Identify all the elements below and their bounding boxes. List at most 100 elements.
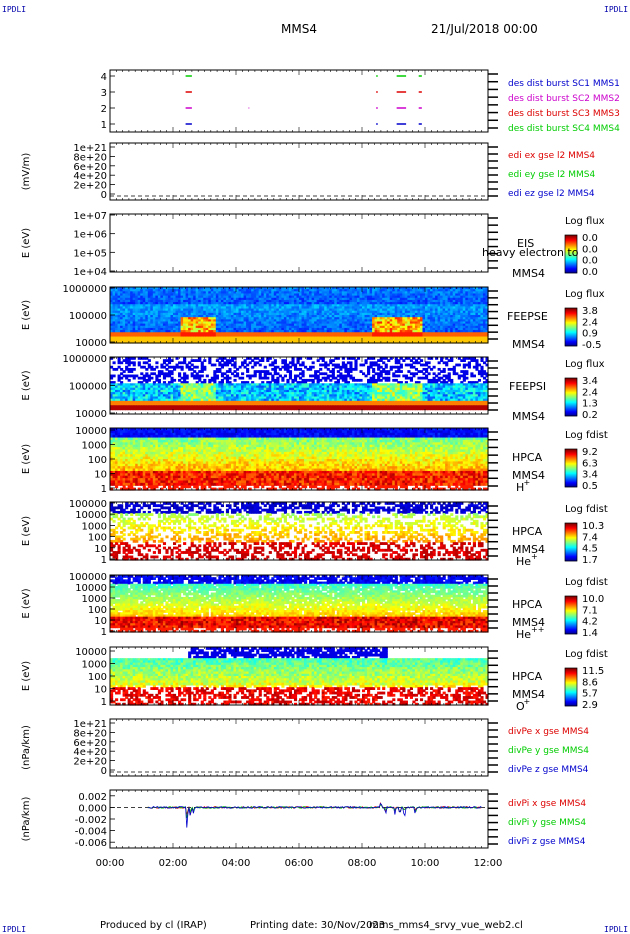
spectrogram-cell xyxy=(213,336,217,340)
spectrogram-cell xyxy=(236,336,240,340)
spectrogram-cell xyxy=(236,295,240,299)
spectrogram-cell xyxy=(132,319,136,323)
spectrogram-cell xyxy=(162,338,167,342)
spectrogram-cell xyxy=(215,330,219,333)
spectrogram-cell xyxy=(205,321,209,325)
spectrogram-cell xyxy=(193,327,197,331)
spectrogram-cell xyxy=(157,293,161,297)
spectrogram-cell xyxy=(236,289,240,292)
spectrogram-cell xyxy=(137,299,141,303)
spectrogram-cell xyxy=(150,327,154,331)
spectrogram-cell xyxy=(137,293,141,297)
spectrogram-cell xyxy=(167,321,172,325)
spectrogram-cell xyxy=(120,334,124,338)
spectrogram-cell xyxy=(180,299,184,303)
spectrogram-cell xyxy=(135,340,139,344)
spectrogram-cell xyxy=(236,334,240,338)
spectrogram-cell xyxy=(127,295,131,299)
spectrogram-cell xyxy=(147,338,151,342)
spectrogram-cell xyxy=(150,297,154,301)
colorbar-cell xyxy=(565,268,577,270)
spectrogram-cell xyxy=(110,317,114,320)
y-tick-label-edi: 6e+20 xyxy=(73,162,107,173)
spacecraft-label-eis: MMS4 xyxy=(512,267,545,280)
colorbar-cell xyxy=(565,242,577,244)
spectrogram-cell xyxy=(233,291,237,295)
spectrogram-cell xyxy=(205,287,209,290)
spectrogram-cell xyxy=(180,321,184,325)
spectrogram-cell xyxy=(160,330,164,333)
spectrogram-cell xyxy=(135,291,139,295)
spectrogram-cell xyxy=(150,306,154,310)
spectrogram-cell xyxy=(241,338,245,342)
spectrogram-cell xyxy=(127,323,131,327)
spectrogram-cell xyxy=(236,327,240,331)
spectrogram-cell xyxy=(137,327,141,331)
spectrogram-cell xyxy=(178,302,182,305)
spectrogram-cell xyxy=(236,330,240,333)
spectrogram-cell xyxy=(183,306,187,310)
spectrogram-cell xyxy=(233,302,237,305)
spectrogram-cell xyxy=(228,315,232,318)
spectrogram-cell xyxy=(238,287,242,290)
spectrogram-cell xyxy=(183,297,187,301)
spectrogram-cell xyxy=(210,293,214,297)
spectrogram-cell xyxy=(213,306,217,310)
spectrogram-cell xyxy=(220,312,224,316)
y-tick-label-feepse: 1000000 xyxy=(62,284,107,295)
spectrogram-cell xyxy=(243,293,247,297)
spectrogram-cell xyxy=(170,317,174,320)
spectrogram-cell xyxy=(230,330,235,333)
spectrogram-cell xyxy=(241,325,245,329)
spectrogram-cell xyxy=(210,340,214,344)
spectrogram-cell xyxy=(122,325,126,329)
spectrogram-cell xyxy=(178,321,182,325)
spectrogram-cell xyxy=(135,312,139,316)
spectrogram-cell xyxy=(132,330,136,333)
spectrogram-cell xyxy=(203,327,207,331)
spectrogram-cell xyxy=(147,327,151,331)
spectrogram-cell xyxy=(188,319,192,323)
spectrogram-cell xyxy=(175,336,179,340)
spectrogram-cell xyxy=(241,321,245,325)
spectrogram-cell xyxy=(236,332,240,335)
spectrogram-cell xyxy=(210,312,214,316)
spectrogram-cell xyxy=(142,327,146,331)
spectrogram-cell xyxy=(125,297,129,301)
spectrogram-cell xyxy=(218,304,222,307)
spectrogram-cell xyxy=(220,338,224,342)
spectrogram-cell xyxy=(223,297,227,301)
spectrogram-cell xyxy=(180,317,184,320)
spectrogram-cell xyxy=(130,319,134,323)
spectrogram-cell xyxy=(225,306,230,310)
spectrogram-cell xyxy=(190,336,194,340)
spectrogram-cell xyxy=(157,289,161,292)
spectrogram-cell xyxy=(238,297,242,301)
spectrogram-cell xyxy=(225,297,230,301)
spectrogram-cell xyxy=(115,327,119,331)
spectrogram-cell xyxy=(175,293,179,297)
spectrogram-cell xyxy=(137,289,141,292)
spectrogram-cell xyxy=(147,308,151,312)
spectrogram-cell xyxy=(233,304,237,307)
spectrogram-cell xyxy=(203,332,207,335)
spectrogram-cell xyxy=(230,299,235,303)
spectrogram-cell xyxy=(127,332,131,335)
spectrogram-cell xyxy=(125,319,129,323)
spectrogram-cell xyxy=(178,299,182,303)
spectrogram-cell xyxy=(205,289,209,292)
spectrogram-cell xyxy=(137,306,141,310)
spectrogram-cell xyxy=(145,306,149,310)
spectrogram-cell xyxy=(152,293,156,297)
spectrogram-cell xyxy=(130,330,134,333)
spectrogram-cell xyxy=(125,332,129,335)
colorbar-cell xyxy=(565,244,577,246)
spectrogram-cell xyxy=(188,287,192,290)
spectrogram-cell xyxy=(152,317,156,320)
spectrogram-cell xyxy=(178,323,182,327)
spectrogram-cell xyxy=(180,312,184,316)
spectrogram-cell xyxy=(233,319,237,323)
spectrogram-cell xyxy=(137,325,141,329)
spectrogram-cell xyxy=(203,330,207,333)
spectrogram-cell xyxy=(130,332,134,335)
